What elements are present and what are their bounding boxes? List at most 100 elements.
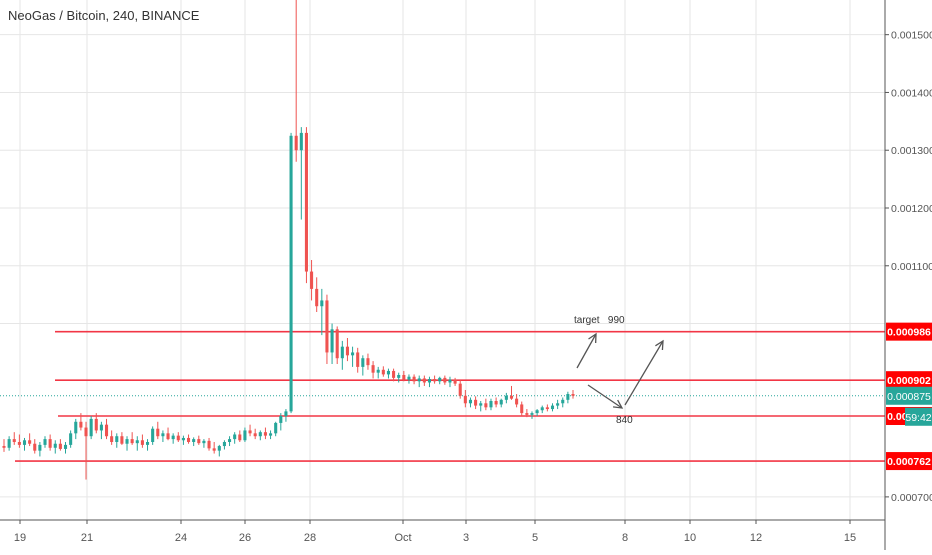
candle-body: [17, 442, 21, 445]
candle-body: [381, 369, 385, 375]
candle-body: [550, 405, 555, 410]
candle-body: [202, 440, 206, 444]
candle-body: [468, 399, 473, 404]
candle-body: [253, 433, 257, 437]
candle-body: [48, 439, 52, 448]
candle-body: [499, 399, 503, 405]
candle-body: [479, 403, 483, 406]
candle-body: [571, 394, 575, 396]
candle-body: [422, 378, 426, 383]
candle-body: [376, 369, 380, 373]
candle-body: [540, 407, 544, 411]
candle-body: [530, 413, 534, 415]
candle-body: [120, 436, 124, 444]
candle-body: [386, 370, 390, 375]
candle-body: [110, 436, 114, 442]
y-tick-label: 0.001500: [891, 30, 932, 42]
candle-body: [222, 442, 226, 447]
candle-body: [294, 135, 298, 151]
y-tick-label: 0.001200: [891, 203, 932, 215]
candle-body: [509, 395, 514, 399]
candle-body: [269, 433, 273, 436]
candle-body: [453, 379, 457, 384]
horizontal-levels: [0, 330, 885, 462]
candle-body: [520, 404, 524, 414]
candle-body: [38, 444, 42, 451]
annotation-arrowhead: [612, 399, 624, 409]
candle-body: [176, 435, 180, 441]
candle-body: [433, 379, 437, 382]
candle-body: [84, 427, 88, 437]
candle-body: [187, 437, 191, 442]
candle-body: [33, 443, 37, 451]
candle-body: [7, 439, 11, 448]
candle-body: [63, 444, 68, 449]
level-price-box: [886, 452, 932, 471]
candle-body: [392, 370, 396, 378]
x-tick-label: 3: [463, 532, 469, 544]
y-tick-label: 0.001100: [891, 261, 932, 273]
candle-body: [279, 416, 283, 423]
candle-body: [89, 418, 93, 437]
candle-body: [258, 432, 262, 437]
candle-body: [489, 400, 493, 408]
candle-body: [304, 132, 308, 272]
candle-body: [104, 424, 109, 437]
candle-body: [212, 448, 216, 451]
annotation-arrowhead: [655, 339, 664, 351]
candle-body: [474, 399, 478, 406]
candle-body: [181, 437, 185, 441]
candle-body: [22, 440, 27, 445]
candle-body: [310, 271, 314, 289]
candle-body: [238, 434, 242, 441]
x-tick-label: 26: [239, 532, 251, 544]
candle-body: [28, 440, 32, 444]
candle-body: [79, 421, 83, 428]
candles: [2, 0, 575, 480]
x-tick-label: 24: [175, 532, 187, 544]
annotations: target 990 840: [574, 315, 664, 426]
candle-body: [243, 430, 247, 441]
x-tick-label: 10: [684, 532, 696, 544]
candle-body: [427, 379, 432, 383]
candle-body: [458, 383, 462, 396]
candle-body: [130, 439, 134, 444]
candle-body: [356, 352, 360, 367]
candle-body: [43, 439, 47, 445]
current-price-label: 0.000875: [887, 391, 931, 403]
candle-body: [115, 436, 119, 442]
level-price-box: [886, 371, 932, 390]
candle-body: [535, 410, 539, 414]
y-tick-label: 0.001400: [891, 87, 932, 99]
candle-body: [289, 135, 293, 412]
candle-body: [94, 418, 98, 431]
candle-body: [345, 346, 349, 356]
candle-body: [371, 365, 375, 373]
candle-body: [166, 433, 170, 440]
candle-body: [140, 440, 144, 445]
candle-body: [69, 433, 73, 445]
candle-body: [315, 288, 319, 307]
level-price-box: [886, 322, 932, 341]
candle-body: [156, 428, 160, 437]
candle-body: [366, 358, 370, 366]
candle-body: [351, 352, 355, 356]
candle-body: [135, 440, 139, 444]
candle-body: [443, 377, 447, 383]
candle-body: [484, 403, 488, 408]
annotation-arrowhead: [588, 332, 597, 344]
candle-body: [207, 440, 211, 449]
x-tick-label: 28: [304, 532, 316, 544]
candle-body: [12, 439, 16, 442]
countdown-label: 59:42: [905, 412, 931, 424]
annotation-target: target 990: [574, 315, 625, 326]
candle-body: [263, 432, 267, 436]
candle-body: [233, 434, 237, 440]
candle-body: [525, 413, 529, 415]
candle-body: [192, 439, 196, 442]
x-tick-label: 15: [844, 532, 856, 544]
candle-body: [2, 446, 6, 448]
candle-body: [361, 358, 365, 367]
